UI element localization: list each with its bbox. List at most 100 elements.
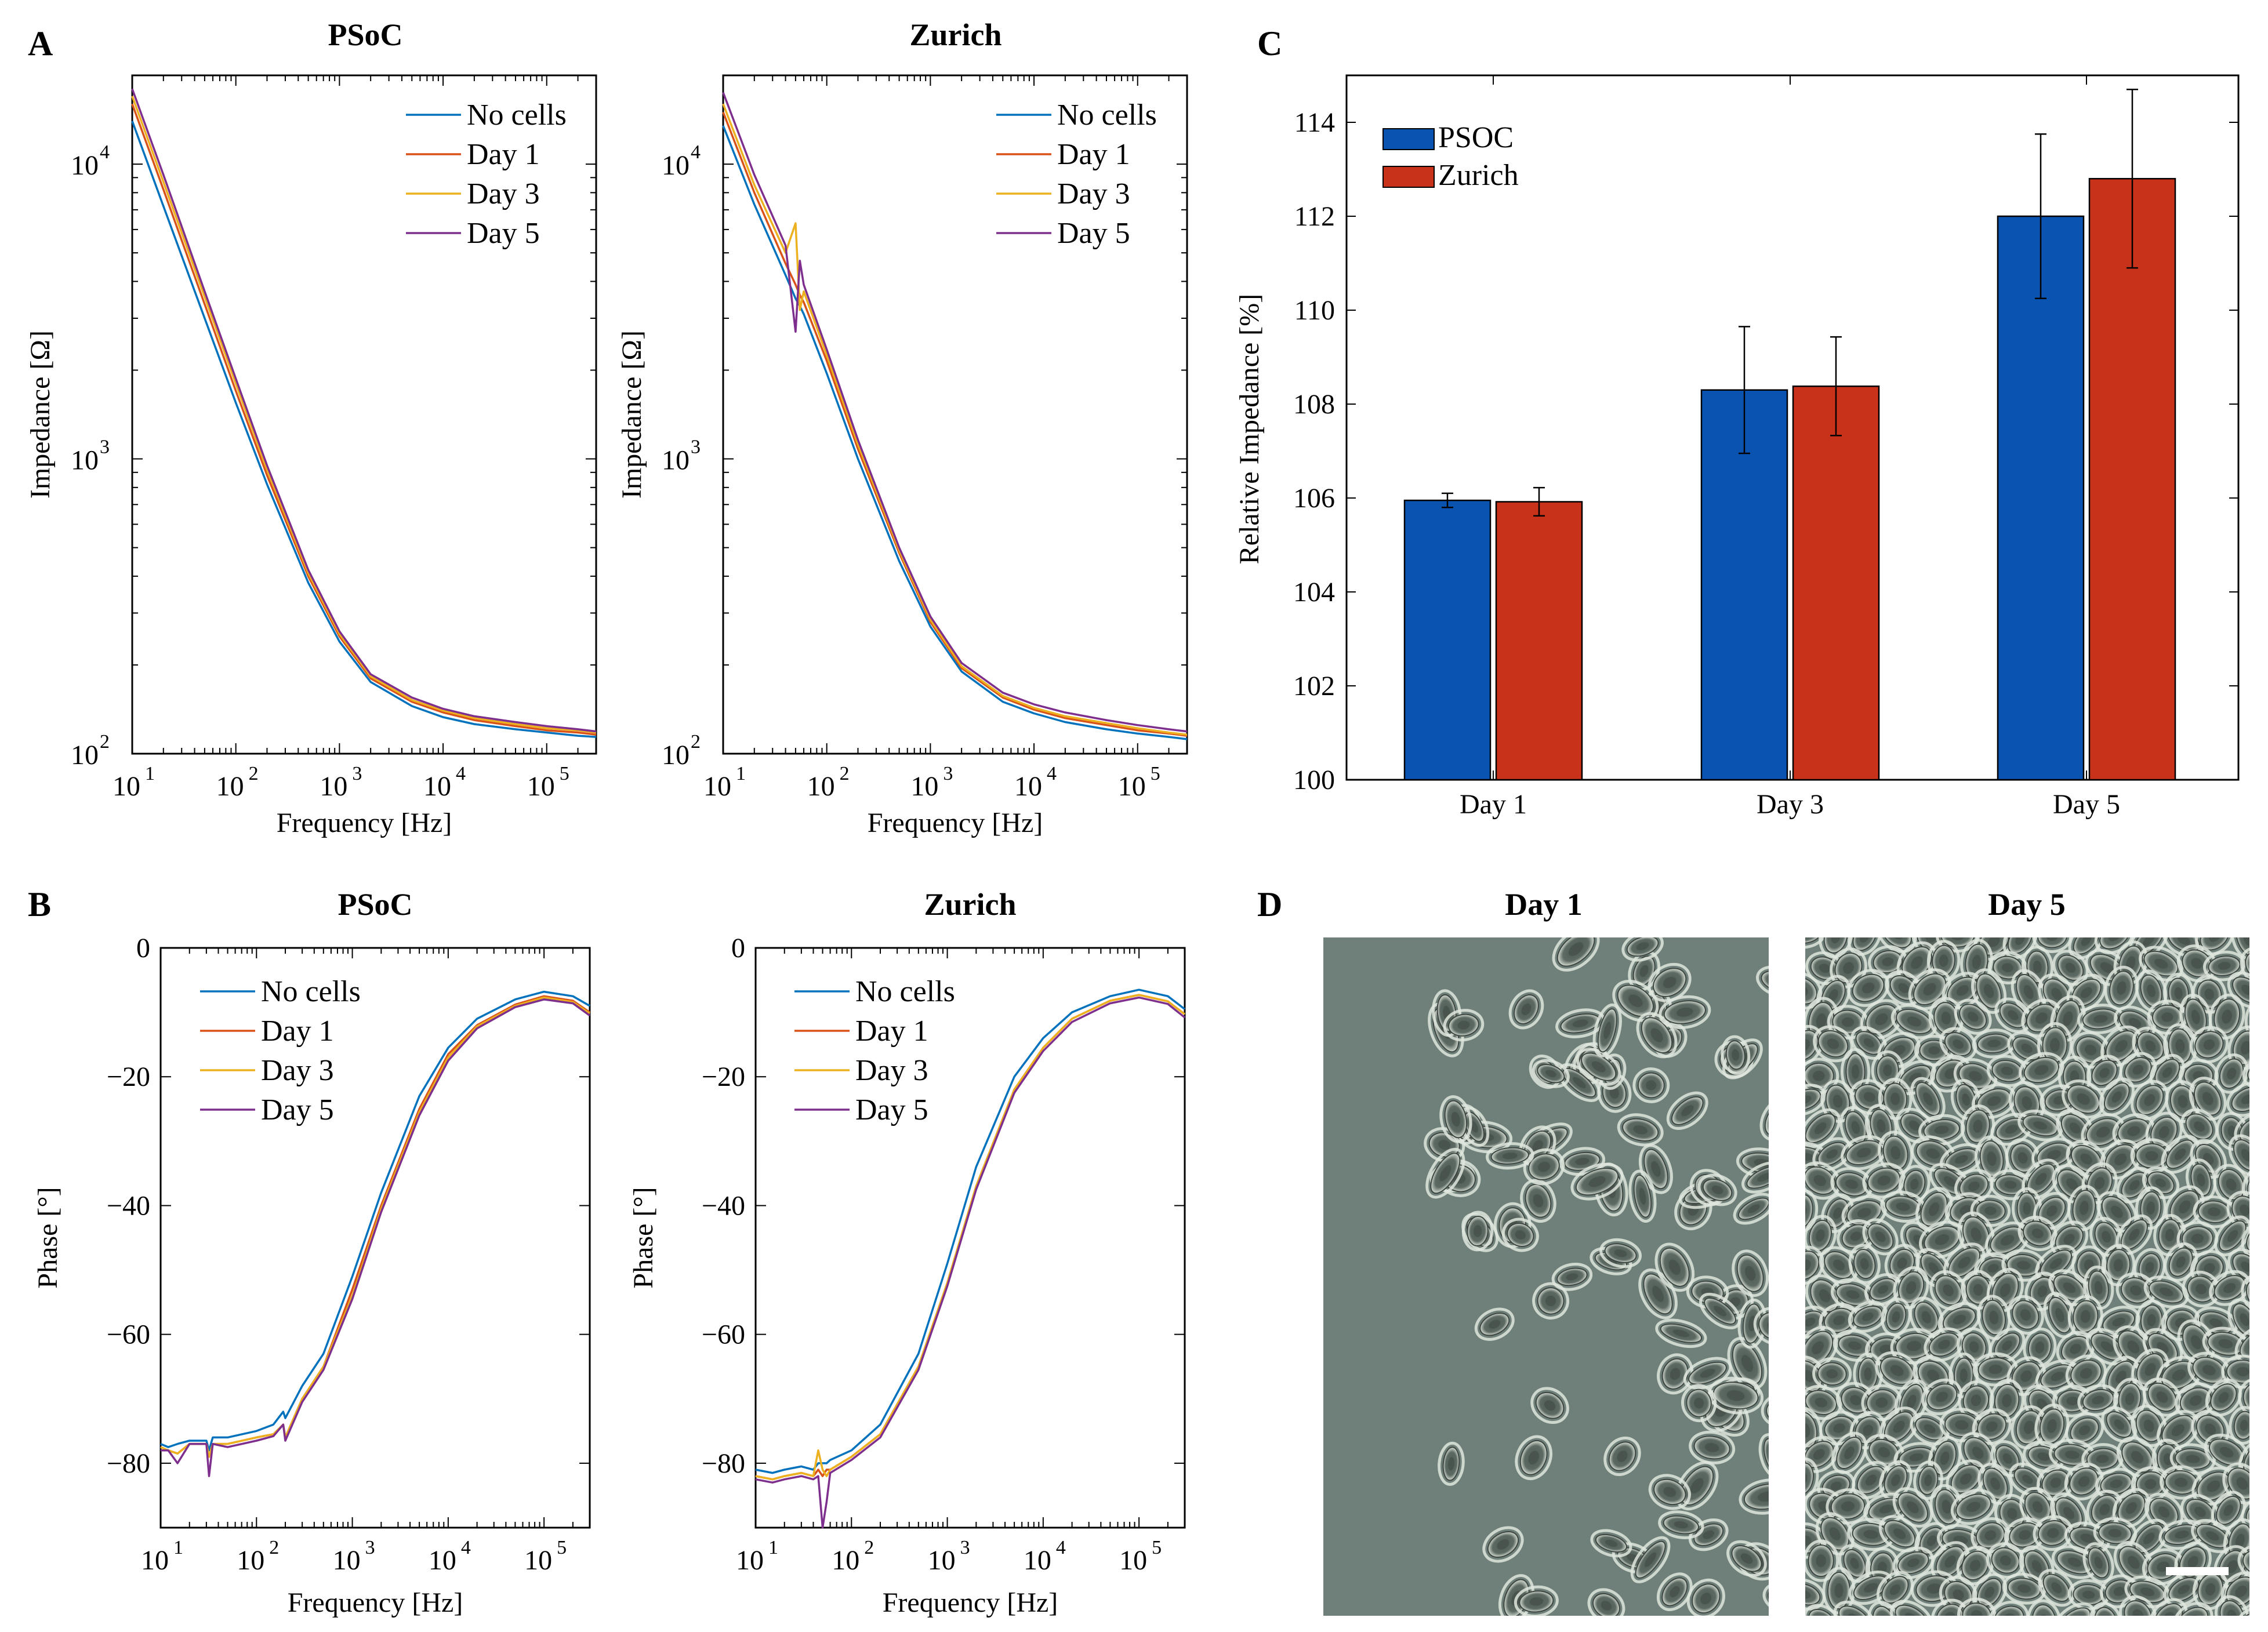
cell-nucleus: [2145, 1040, 2156, 1052]
cell-nucleus: [1740, 1553, 1753, 1564]
cell-nucleus: [2251, 959, 2266, 974]
cell-nucleus: [2176, 1256, 2186, 1268]
cell-halo: [1971, 1083, 2016, 1119]
cell-nucleus: [1934, 1125, 1949, 1134]
cell-nucleus: [2051, 1582, 2062, 1594]
cell-nucleus: [1544, 1400, 1556, 1411]
cell-halo: [1425, 1147, 1465, 1199]
cell-nucleus: [2109, 1529, 2122, 1538]
cell-halo: [1532, 1059, 1570, 1088]
cell-halo: [2234, 1325, 2249, 1364]
cell-nucleus: [1668, 1259, 1681, 1275]
cell-nucleus: [2094, 1177, 2105, 1190]
cell-nucleus: [1938, 1340, 1950, 1350]
x-tick-label-exponent: 3: [960, 1537, 970, 1558]
cell: [2178, 1606, 2209, 1616]
cell-nucleus: [2114, 1259, 2123, 1272]
cell-nucleus: [1532, 1140, 1543, 1153]
series-line-day-5: [161, 998, 591, 1477]
cell-halo: [2077, 1384, 2119, 1416]
cell-nucleus: [2208, 1207, 2220, 1216]
cell-halo: [1630, 1536, 1671, 1583]
cell-nucleus: [1929, 1202, 1940, 1216]
cell-nucleus: [2165, 1228, 2175, 1242]
cell-nucleus: [1923, 1092, 1933, 1106]
chart-title: Zurich: [909, 17, 1001, 52]
cell-nucleus: [2235, 1586, 2247, 1597]
cell-halo: [1590, 1529, 1632, 1558]
cell-nucleus: [2031, 1560, 2042, 1573]
panel-letter-d: D: [1257, 885, 1282, 924]
cell-nucleus: [2227, 1067, 2237, 1079]
cell-nucleus: [1805, 1535, 1812, 1546]
panel-letter-c: C: [1257, 24, 1282, 63]
cell-nucleus: [2053, 1096, 2065, 1105]
cell-nucleus: [2033, 1121, 2048, 1130]
cell-nucleus: [2227, 1609, 2237, 1616]
cell-nucleus: [1652, 1286, 1664, 1302]
chart-title: Zurich: [924, 887, 1016, 922]
cell-nucleus: [2222, 1009, 2232, 1024]
cell-halo: [2241, 1274, 2249, 1317]
cell-nucleus: [1672, 1329, 1689, 1337]
cell-nucleus: [1851, 1121, 1860, 1134]
cell-nucleus: [2226, 1178, 2237, 1191]
cell-halo: [1439, 1095, 1472, 1143]
cell-halo: [1523, 1148, 1565, 1186]
cell-nucleus: [2007, 1508, 2017, 1520]
cell-nucleus: [2130, 1285, 2142, 1296]
x-tick-label: 10: [736, 1545, 764, 1576]
phase-chart-psoc: PSoC 10 1 10 2 10 3 10 4 10 5−80−60−40−200 No cel…: [32, 887, 591, 1618]
cell-nucleus: [2205, 1423, 2216, 1435]
cell-halo: [2132, 1026, 2169, 1066]
cell-nucleus: [2205, 1583, 2216, 1595]
cell-halo: [1848, 1571, 1893, 1605]
bar-zurich: [2088, 177, 2176, 781]
cell-nucleus: [1605, 1539, 1618, 1547]
cell-nucleus: [2162, 1067, 2172, 1078]
cell-halo: [2038, 1569, 2075, 1607]
cell-nucleus: [2047, 1150, 2061, 1160]
cell: [1771, 928, 1811, 962]
cell-halo: [2189, 1077, 2227, 1121]
micrograph-day5: [1805, 937, 2268, 1616]
cell-halo: [1648, 1474, 1691, 1510]
cell-nucleus: [1670, 1586, 1680, 1598]
cell-nucleus: [1907, 1558, 1919, 1568]
cell-nucleus: [2099, 1067, 2110, 1078]
cell-nucleus: [1955, 1155, 1968, 1164]
x-axis-label: Frequency [Hz]: [277, 808, 452, 838]
series-line-no-cells: [722, 125, 1188, 740]
cell-nucleus: [1819, 964, 1830, 973]
y-tick-label: −40: [107, 1190, 150, 1221]
cell-halo: [2238, 1377, 2249, 1417]
cell-nucleus: [2241, 1041, 2249, 1055]
cell-nucleus: [2066, 1178, 2078, 1190]
cell-nucleus: [1745, 1266, 1756, 1281]
cell-nucleus: [1833, 1207, 1842, 1219]
cell-nucleus: [2102, 1231, 2111, 1243]
x-tick-label-exponent: 5: [1152, 1537, 1162, 1558]
cell-nucleus: [2023, 1202, 2031, 1215]
cell-nucleus: [1958, 1256, 1971, 1268]
y-tick-label: 104: [1293, 577, 1335, 608]
cell-nucleus: [2163, 1453, 2172, 1466]
cell-nucleus: [2187, 1555, 2198, 1568]
cell-nucleus: [2002, 1453, 2012, 1464]
y-tick-label: 10: [662, 445, 690, 476]
cell-nucleus: [2241, 1261, 2249, 1272]
cell-nucleus: [1770, 976, 1786, 987]
cell: [1805, 937, 1821, 944]
cell-nucleus: [1663, 976, 1676, 988]
cell-nucleus: [2252, 1556, 2268, 1570]
y-axis-label: Impedance [Ω]: [616, 330, 647, 499]
cell: [1838, 1605, 1870, 1616]
cell-nucleus: [1850, 1231, 1861, 1241]
cell-nucleus: [1805, 1039, 1810, 1052]
cell: [1872, 1605, 1897, 1616]
y-tick-label: 114: [1294, 107, 1335, 138]
legend: No cells Day 1 Day 3 Day 5: [200, 975, 361, 1126]
cell-nucleus: [2049, 1258, 2062, 1269]
cell-halo: [1805, 1435, 1839, 1473]
cell-halo: [2237, 1544, 2249, 1582]
